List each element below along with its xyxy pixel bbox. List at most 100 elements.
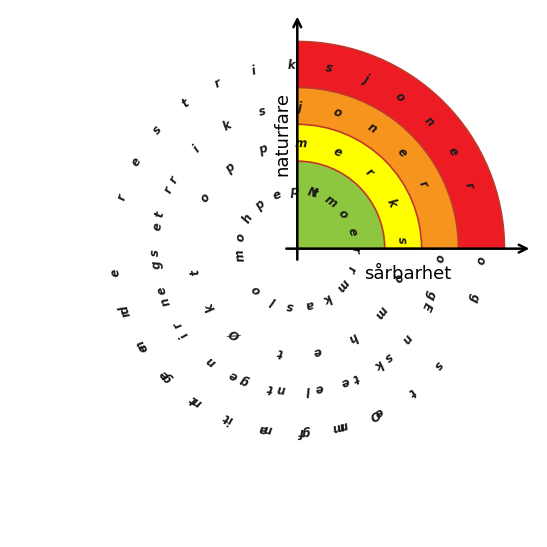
Text: g: g	[423, 289, 439, 301]
Text: r: r	[171, 319, 185, 330]
Text: e: e	[271, 188, 283, 202]
Text: naturfare: naturfare	[274, 91, 292, 176]
Text: e: e	[315, 381, 324, 395]
Text: r: r	[344, 264, 358, 274]
Text: o: o	[391, 272, 405, 283]
Text: n: n	[133, 337, 149, 351]
Text: e: e	[156, 367, 172, 382]
Text: e: e	[228, 368, 240, 383]
Text: e: e	[373, 405, 386, 420]
Text: Ø: Ø	[229, 325, 245, 342]
Text: m: m	[333, 276, 351, 294]
Wedge shape	[298, 42, 504, 249]
Text: e: e	[150, 221, 165, 231]
Text: r: r	[119, 309, 133, 319]
Text: m: m	[322, 193, 339, 211]
Text: n: n	[204, 353, 219, 369]
Text: m: m	[372, 303, 390, 321]
Text: s: s	[431, 358, 446, 372]
Text: e: e	[155, 284, 170, 296]
Text: r: r	[348, 247, 362, 253]
Text: t: t	[405, 385, 417, 399]
Text: t: t	[222, 410, 231, 424]
Text: O: O	[368, 406, 382, 422]
Text: p: p	[290, 184, 299, 198]
Text: k: k	[287, 59, 295, 72]
Text: l: l	[305, 383, 310, 397]
Text: m: m	[294, 137, 307, 150]
Text: s: s	[150, 123, 165, 137]
Text: t: t	[276, 345, 284, 359]
Text: a: a	[258, 421, 268, 435]
Text: k: k	[384, 197, 399, 210]
Text: d: d	[117, 304, 132, 316]
Text: e: e	[339, 375, 351, 389]
Text: n: n	[421, 114, 437, 129]
Text: g: g	[150, 259, 164, 269]
Text: g: g	[238, 373, 251, 388]
Text: k: k	[220, 118, 234, 133]
Text: o: o	[336, 207, 351, 221]
Text: s: s	[149, 249, 162, 256]
Text: r: r	[416, 179, 430, 190]
Text: k: k	[202, 300, 218, 313]
Text: a: a	[305, 298, 316, 312]
Text: o: o	[234, 232, 248, 243]
Text: n: n	[399, 331, 415, 346]
Text: n: n	[263, 422, 273, 437]
Wedge shape	[298, 88, 458, 249]
Text: p: p	[223, 161, 237, 176]
Text: o: o	[249, 282, 264, 297]
Text: e: e	[445, 144, 460, 158]
Text: e: e	[331, 144, 344, 160]
Text: p: p	[252, 197, 267, 213]
Text: g: g	[301, 425, 310, 438]
Text: t: t	[179, 97, 191, 110]
Text: e: e	[129, 155, 144, 168]
Text: n: n	[158, 295, 173, 307]
Text: n: n	[365, 121, 379, 136]
Text: g: g	[160, 370, 175, 385]
Text: r: r	[167, 173, 181, 185]
Text: sårbarhet: sårbarhet	[364, 265, 451, 283]
Text: j: j	[298, 101, 302, 114]
Text: s: s	[286, 299, 294, 313]
Text: N: N	[306, 185, 319, 201]
Text: i: i	[250, 64, 257, 78]
Text: k: k	[320, 290, 334, 306]
Text: g: g	[466, 292, 481, 304]
Text: e: e	[394, 146, 409, 160]
Text: e: e	[109, 267, 123, 277]
Text: o: o	[393, 89, 406, 104]
Text: n: n	[276, 382, 286, 396]
Text: m: m	[233, 249, 247, 263]
Text: o: o	[198, 191, 213, 205]
Text: r: r	[115, 193, 129, 201]
Text: i: i	[178, 329, 191, 340]
Text: e: e	[312, 344, 323, 358]
Text: r: r	[161, 184, 176, 195]
Text: h: h	[346, 330, 360, 345]
Text: r: r	[363, 166, 376, 179]
Text: r: r	[212, 77, 223, 91]
Text: e: e	[345, 226, 360, 237]
Text: t: t	[188, 267, 202, 276]
Text: t: t	[153, 211, 167, 219]
Text: r: r	[462, 181, 476, 190]
Text: t: t	[310, 187, 319, 201]
Wedge shape	[298, 161, 385, 249]
Text: o: o	[432, 253, 445, 263]
Text: k: k	[372, 357, 386, 372]
Text: s: s	[381, 350, 395, 364]
Text: p: p	[257, 142, 269, 157]
Text: m: m	[331, 419, 346, 435]
Text: j: j	[362, 72, 370, 86]
Wedge shape	[298, 124, 422, 249]
Text: t: t	[187, 392, 199, 406]
Text: i: i	[191, 143, 203, 155]
Text: l: l	[269, 294, 277, 307]
Text: s: s	[395, 236, 409, 244]
Text: h: h	[240, 212, 255, 226]
Text: n: n	[190, 394, 204, 410]
Text: s: s	[325, 61, 334, 75]
